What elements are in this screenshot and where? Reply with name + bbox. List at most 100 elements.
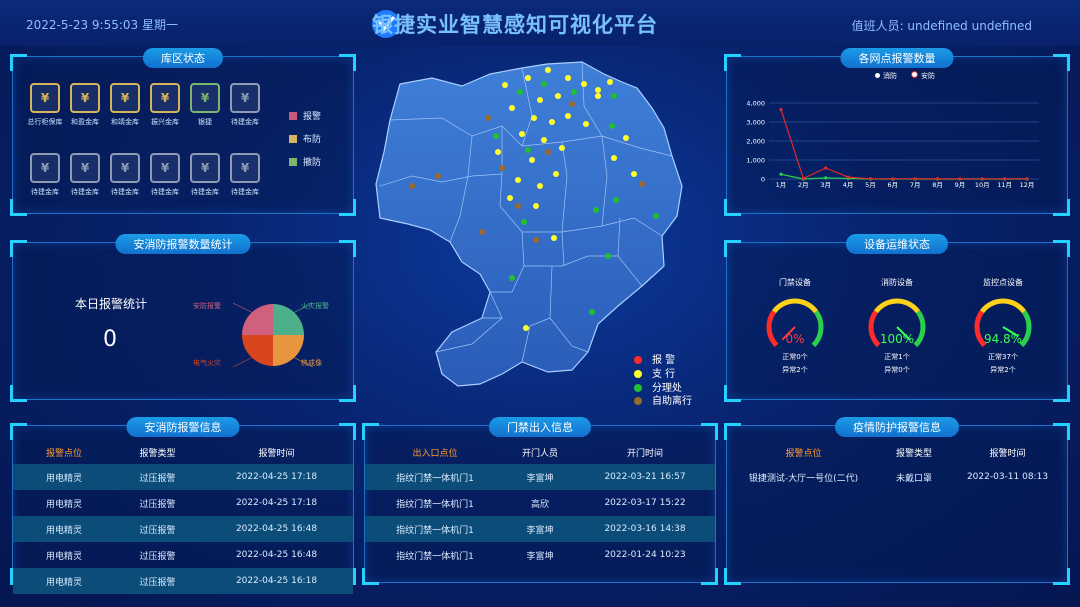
map-legend-office[interactable]: 分理处 (634, 379, 682, 394)
table-row[interactable]: 用电精灵 过压报警 2022-04-25 17:18 (13, 464, 353, 490)
alarm-pie-chart (232, 302, 314, 368)
vault-item-label: 待建金库 (31, 188, 59, 196)
table-row[interactable]: 指纹门禁一体机门1 李富坤 2022-03-16 14:38 (365, 516, 715, 542)
map-marker-zhihang (559, 145, 565, 151)
table-cell: 2022-04-25 16:48 (235, 550, 318, 560)
map-marker-zizhu (435, 173, 441, 179)
table-cell: 过压报警 (139, 499, 176, 510)
gauge-dial: 94.8% (974, 298, 1032, 348)
pie-label-huozai: 火灾报警 (301, 302, 329, 310)
vault-item[interactable]: ¥ 待建金库 (219, 83, 271, 127)
map-marker-zhihang (555, 93, 561, 99)
x-tick-label: 1月 (776, 181, 787, 189)
table-header: 出入口点位 (412, 448, 458, 459)
vault-item[interactable]: ¥ 待建金库 (99, 153, 151, 197)
gauge-normal-count: 正常37个 (988, 353, 1018, 361)
table-cell: 指纹门禁一体机门1 (396, 525, 474, 536)
office-dot-icon (634, 384, 642, 392)
vault-item[interactable]: ¥ 待建金库 (139, 153, 191, 197)
gauge-abnormal-count: 异常0个 (884, 366, 910, 374)
map-marker-zhihang (581, 81, 587, 87)
table-row[interactable]: 用电精灵 过压报警 2022-04-25 16:48 (13, 542, 353, 568)
chart-legend-anfang[interactable]: 安防 (911, 71, 935, 81)
panel-corner (362, 568, 379, 585)
vault-item[interactable]: ¥ 待建金库 (59, 153, 111, 197)
panel-corner (724, 240, 741, 257)
vault-item[interactable]: ¥ 和靖金库 (99, 83, 151, 127)
vault-item-label: 待建金库 (151, 188, 179, 196)
device-gauge: 门禁设备 0% 正常0个 异常2个 (755, 277, 835, 375)
gauge-name: 消防设备 (881, 278, 913, 287)
series-point (824, 176, 828, 180)
vault-item[interactable]: ¥ 和盈金库 (59, 83, 111, 127)
vault-item[interactable]: ¥ 待建金库 (19, 153, 71, 197)
gauge-needle (1002, 326, 1019, 338)
vault-item-label: 待建金库 (71, 188, 99, 196)
map-legend-branch[interactable]: 支 行 (634, 365, 675, 380)
chart-legend-xiaofang[interactable]: 消防 (875, 71, 897, 81)
access-info-panel: 门禁出入信息 出入口点位 开门人员 开门时间 指纹门禁一体机门1 李富坤 2022-… (362, 417, 718, 585)
table-cell: 过压报警 (139, 473, 176, 484)
map-marker-fenlichu (525, 147, 531, 153)
vault-item[interactable]: ¥ 总行柜保库 (19, 83, 71, 127)
map-marker-zhihang (523, 325, 529, 331)
x-tick-label: 4月 (843, 181, 854, 189)
access-info-table: 出入口点位 开门人员 开门时间 指纹门禁一体机门1 李富坤 2022-03-21 1… (365, 440, 715, 568)
map-legend-selfservice[interactable]: 自助离行 (634, 392, 692, 407)
y-tick-label: 2,000 (746, 138, 765, 146)
table-header: 开门人员 (521, 448, 558, 459)
map-marker-fenlichu (653, 213, 659, 219)
table-header: 报警点位 (45, 448, 82, 459)
today-alarm-value: 0 (103, 327, 117, 352)
series-point (1025, 177, 1029, 181)
x-tick-label: 10月 (975, 181, 990, 189)
series-point (1003, 177, 1007, 181)
device-status-title: 设备运维状态 (846, 234, 948, 254)
vault-item[interactable]: ¥ 待建金库 (179, 153, 231, 197)
map-marker-zhihang (537, 97, 543, 103)
alarm-chart-panel: 各网点报警数量 消防 安防 0 1,000 2,000 3,000 4,000 1月 2月 3… (724, 48, 1070, 216)
table-cell: 李富坤 (526, 473, 554, 484)
chart-legend-label: 消防 (883, 72, 897, 80)
pie-slice-anfang (242, 304, 273, 335)
table-row[interactable]: 银捷测试-大厅一号位(二代) 未戴口罩 2022-03-11 08:13 (727, 464, 1067, 490)
vault-shield-icon: ¥ (230, 153, 260, 183)
table-cell: 用电精灵 (45, 525, 82, 536)
map-markers (409, 67, 659, 331)
pie-label-dianqi: 电气火灾 (193, 359, 221, 367)
epidemic-info-table-wrap: 报警点位 报警类型 报警时间 银捷测试-大厅一号位(二代) 未戴口罩 2022-03… (727, 440, 1067, 490)
table-row[interactable]: 用电精灵 过压报警 2022-04-25 16:48 (13, 516, 353, 542)
table-row[interactable]: 指纹门禁一体机门1 李富坤 2022-03-21 16:57 (365, 464, 715, 490)
gauge-arc (771, 298, 819, 314)
table-row[interactable]: 指纹门禁一体机门1 李富坤 2022-01-24 10:23 (365, 542, 715, 568)
map-marker-fenlichu (593, 207, 599, 213)
vault-item-label: 和盈金库 (71, 118, 99, 126)
map-marker-zhihang (631, 171, 637, 177)
table-row[interactable]: 指纹门禁一体机门1 高欣 2022-03-17 15:22 (365, 490, 715, 516)
table-body: 指纹门禁一体机门1 李富坤 2022-03-21 16:57 指纹门禁一体机门1 高欣 2… (365, 464, 715, 568)
vault-shield-icon: ¥ (190, 83, 220, 113)
vault-item[interactable]: ¥ 待建金库 (219, 153, 271, 197)
map-marker-zhihang (509, 105, 515, 111)
table-header: 报警类型 (139, 448, 176, 459)
map-legend-label: 报 警 (652, 355, 676, 366)
table-cell: 2022-03-16 14:38 (604, 524, 686, 534)
security-info-title: 安消防报警信息 (126, 417, 240, 437)
gauge-arc (873, 298, 921, 314)
panel-corner (724, 568, 741, 585)
table-cell: 2022-04-25 16:18 (235, 576, 318, 586)
vault-item[interactable]: ¥ 银捷 (179, 83, 231, 127)
alarm-dot-icon (634, 356, 642, 364)
vault-item[interactable]: ¥ 振兴金库 (139, 83, 191, 127)
table-row[interactable]: 用电精灵 过压报警 2022-04-25 16:18 (13, 568, 353, 594)
series-point (913, 177, 917, 181)
vault-item-label: 待建金库 (231, 118, 259, 126)
legend-swatch (289, 135, 297, 143)
security-info-table-wrap: 报警点位 报警类型 报警时间 用电精灵 过压报警 2022-04-25 17:18 用… (13, 440, 353, 594)
table-row[interactable]: 用电精灵 过压报警 2022-04-25 17:18 (13, 490, 353, 516)
series-point (801, 176, 805, 181)
x-tick-label: 12月 (1020, 181, 1035, 189)
map-legend-alarm[interactable]: 报 警 (634, 351, 675, 366)
branch-dot-icon (634, 370, 642, 378)
gauge-abnormal-count: 异常2个 (782, 366, 808, 374)
